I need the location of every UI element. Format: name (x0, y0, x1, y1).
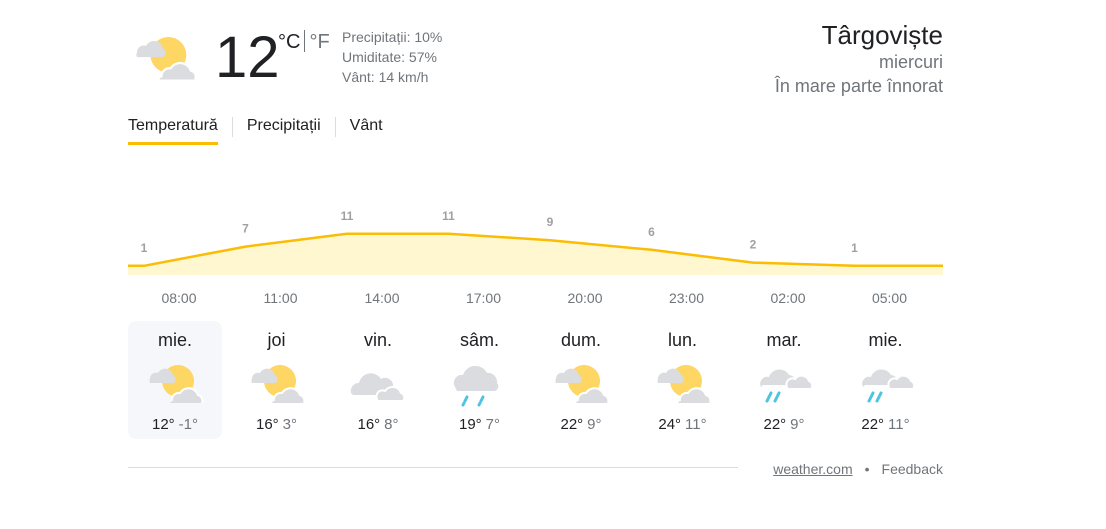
low-temp: 11° (685, 416, 707, 433)
unit-divider (304, 30, 306, 52)
hour-label: 08:00 (161, 290, 197, 306)
wind: Vânt: 14 km/h (342, 69, 429, 85)
city-name: Târgoviște (821, 20, 943, 50)
low-temp: 9° (790, 416, 805, 433)
data-label: 11 (341, 209, 354, 223)
data-label: 7 (242, 222, 249, 236)
day-name: miercuri (878, 52, 943, 72)
partly-cloudy-icon (135, 35, 197, 81)
source-link[interactable]: weather.com (773, 461, 853, 477)
low-temp: 11° (888, 416, 910, 433)
low-temp: 3° (282, 416, 298, 433)
partly-cloudy-icon (655, 364, 711, 404)
day-name: mie. (868, 330, 903, 350)
data-label: 1 (851, 241, 858, 255)
high-temp: 24° (658, 416, 682, 433)
day-name: mar. (766, 330, 802, 350)
day-name: joi (267, 330, 286, 350)
day-0[interactable]: mie. 12° -1° (128, 321, 222, 439)
day-4[interactable]: dum. 22° 9° (534, 321, 628, 439)
day-name: sâm. (459, 330, 499, 350)
footer: weather.com • Feedback (773, 461, 943, 477)
tab-wind[interactable]: Vânt (349, 117, 383, 134)
partly-cloudy-icon (554, 364, 610, 404)
scattered-showers-icon (860, 367, 916, 403)
location: Târgoviște miercuri În mare parte înnora… (775, 20, 943, 98)
tab-divider (231, 117, 233, 137)
hour-label: 05:00 (871, 290, 908, 306)
hour-label: 14:00 (364, 290, 400, 306)
day-5[interactable]: lun. 24° 11° (636, 321, 730, 439)
high-temp: 22° (763, 416, 787, 433)
condition: În mare parte înnorat (774, 76, 943, 96)
current-details: Precipitații: 10% Umiditate: 57% Vânt: 1… (342, 27, 442, 87)
precipitation: Precipitații: 10% (342, 29, 443, 45)
data-label: 9 (547, 215, 554, 229)
hour-label: 11:00 (263, 290, 298, 306)
humidity: Umiditate: 57% (342, 49, 437, 65)
scattered-showers-icon (758, 367, 814, 403)
day-2[interactable]: vin. 16° 8° (331, 321, 425, 439)
hour-label: 17:00 (465, 290, 502, 306)
hour-label: 20:00 (567, 290, 603, 306)
day-name: vin. (363, 330, 392, 350)
footer-separator: • (864, 461, 870, 477)
day-7[interactable]: mie. 22° 11° (839, 321, 933, 439)
current-temperature: 12 (215, 25, 280, 90)
data-label: 11 (442, 209, 455, 223)
day-3[interactable]: sâm. 19° 7° (433, 321, 527, 439)
low-temp: 8° (384, 416, 399, 433)
data-label: 2 (750, 238, 757, 252)
tab-divider (334, 117, 336, 137)
temperature-chart: 1 7 11 11 9 6 2 1 (128, 209, 943, 275)
hour-axis: 08:00 11:00 14:00 17:00 20:00 23:00 02:00 05:00 (128, 290, 943, 310)
day-6[interactable]: mar. 22° 9° (737, 321, 831, 439)
rain-icon (451, 364, 500, 407)
high-temp: 16° (255, 416, 279, 433)
fahrenheit-button[interactable]: °F (309, 31, 330, 53)
chart-line (128, 232, 943, 268)
partly-cloudy-icon (249, 364, 305, 404)
day-name: lun. (667, 330, 698, 350)
tabs: Temperatură Precipitații Vânt (128, 115, 397, 145)
low-temp: 7° (485, 416, 501, 433)
high-temp: 22° (560, 416, 584, 433)
feedback-link[interactable]: Feedback (881, 461, 943, 477)
hour-label: 02:00 (770, 290, 806, 306)
tab-temperature[interactable]: Temperatură (128, 115, 218, 145)
chart-area (128, 233, 943, 275)
tab-precipitation[interactable]: Precipitații (246, 117, 321, 134)
cloudy-icon (349, 372, 406, 402)
hour-label: 23:00 (668, 290, 705, 306)
high-temp: 16° (357, 416, 381, 433)
data-label: 6 (648, 225, 655, 239)
day-name: mie. (157, 330, 192, 350)
low-temp: 9° (587, 416, 602, 433)
low-temp: -1° (178, 416, 199, 433)
footer-divider (128, 467, 738, 468)
partly-cloudy-icon (148, 364, 204, 404)
high-temp: 22° (861, 416, 885, 433)
daily-forecast: mie. 12° -1° joi 16° 3° vin. 16° 8° sâm. 19° 7°… (128, 321, 940, 439)
day-name: dum. (560, 330, 602, 350)
data-label: 1 (141, 241, 148, 255)
high-temp: 12° (151, 416, 175, 433)
unit-toggle: °C °F (278, 30, 330, 54)
high-temp: 19° (458, 416, 482, 433)
celsius-button[interactable]: °C (278, 31, 301, 53)
day-1[interactable]: joi 16° 3° (230, 321, 324, 439)
